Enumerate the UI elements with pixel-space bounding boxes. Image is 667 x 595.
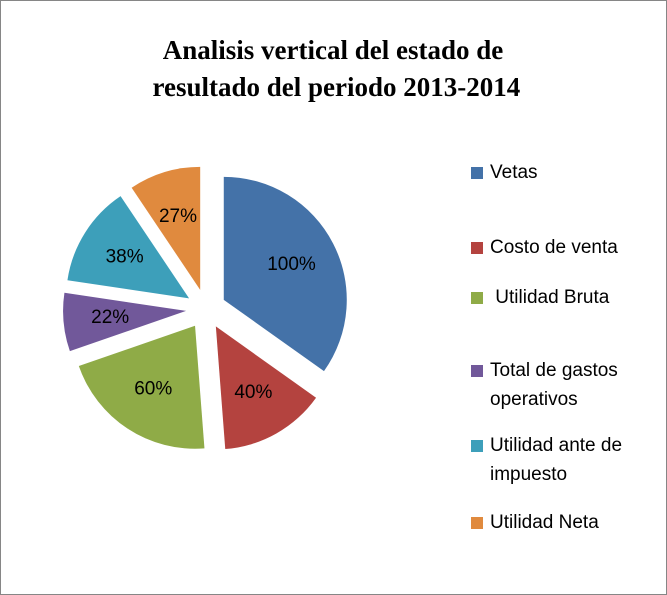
legend-item: Vetas — [471, 158, 656, 187]
pie-slice — [223, 176, 347, 372]
legend-label: Utilidad Bruta — [490, 287, 610, 308]
pie-slice — [78, 325, 205, 449]
data-label: 100% — [267, 254, 316, 275]
data-label: 40% — [234, 382, 272, 403]
legend-label: Costo de venta — [490, 237, 618, 258]
data-label: 27% — [159, 206, 197, 227]
legend-swatch — [471, 365, 483, 377]
pie-slice — [131, 166, 201, 290]
data-label: 38% — [106, 247, 144, 268]
legend-item: Utilidad Neta — [471, 508, 656, 537]
pie-slice — [67, 196, 190, 299]
legend-item: Utilidad ante de impuesto — [471, 431, 656, 489]
legend-label: Utilidad Neta — [490, 512, 599, 533]
legend-item: Utilidad Bruta — [471, 283, 656, 312]
data-label: 60% — [134, 379, 172, 400]
legend-label: Utilidad ante de impuesto — [490, 435, 628, 485]
legend-item: Costo de venta — [471, 233, 656, 262]
legend-swatch — [471, 292, 483, 304]
legend-swatch — [471, 167, 483, 179]
legend-item: Total de gastos operativos — [471, 356, 656, 414]
legend-swatch — [471, 440, 483, 452]
legend-swatch — [471, 242, 483, 254]
chart-title: Analisis vertical del estado de resultad… — [146, 35, 521, 102]
legend-swatch — [471, 517, 483, 529]
legend-label: Vetas — [490, 162, 538, 183]
pie-slice — [215, 326, 317, 450]
legend-label: Total de gastos operativos — [490, 360, 624, 410]
data-label: 22% — [91, 307, 129, 328]
pie-slice — [63, 292, 187, 352]
